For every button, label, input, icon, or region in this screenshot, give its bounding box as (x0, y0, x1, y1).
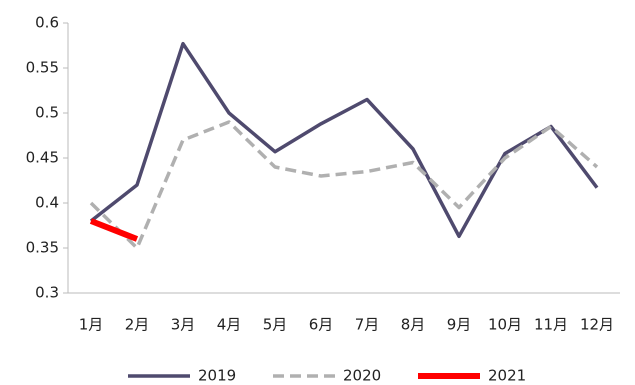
x-tick-label: 3月 (171, 316, 196, 334)
y-tick-label: 0.35 (26, 239, 59, 257)
y-tick-label: 0.6 (35, 14, 59, 32)
x-tick-label: 1月 (79, 316, 104, 334)
series-line (89, 120, 599, 250)
legend-label: 2021 (488, 367, 526, 385)
x-tick-label: 9月 (447, 316, 472, 334)
x-tick-label: 11月 (534, 316, 568, 334)
legend-label: 2019 (198, 367, 236, 385)
x-tick-label: 7月 (355, 316, 380, 334)
y-tick-label: 0.55 (26, 59, 59, 77)
x-tick-label: 12月 (580, 316, 614, 334)
x-tick-label: 10月 (488, 316, 522, 334)
x-tick-label: 6月 (309, 316, 334, 334)
x-tick-label: 5月 (263, 316, 288, 334)
x-tick-label: 4月 (217, 316, 242, 334)
x-tick-label: 2月 (125, 316, 150, 334)
series-line (89, 41, 599, 239)
y-tick-label: 0.4 (35, 194, 59, 212)
y-tick-label: 0.45 (26, 149, 59, 167)
y-tick-label: 0.3 (35, 284, 59, 302)
series-line (89, 218, 139, 242)
legend-label: 2020 (343, 367, 381, 385)
x-tick-label: 8月 (401, 316, 426, 334)
y-tick-label: 0.5 (35, 104, 59, 122)
